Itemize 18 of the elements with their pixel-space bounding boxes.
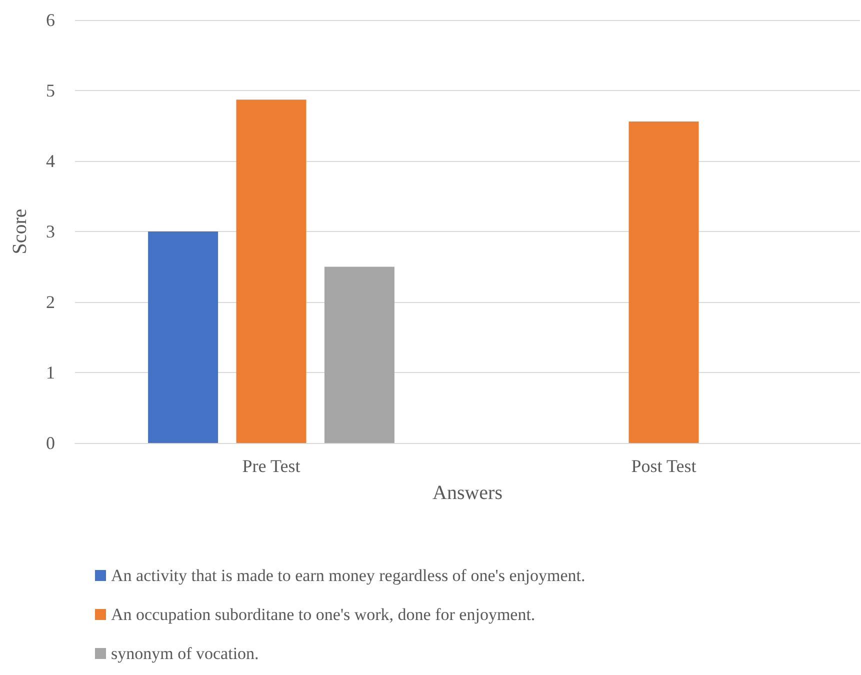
bar <box>628 122 699 443</box>
x-tick-label: Post Test <box>631 456 696 476</box>
y-tick-label: 5 <box>46 80 55 100</box>
bar <box>148 232 218 443</box>
legend-label: An occupation suborditane to one's work, done for enjoyment. <box>111 605 536 624</box>
y-tick-label: 2 <box>46 292 55 312</box>
y-tick-label: 1 <box>46 362 55 382</box>
legend-label: An activity that is made to earn money regardless of one's enjoyment. <box>111 566 586 585</box>
bar <box>324 266 394 443</box>
y-tick-label: 0 <box>46 433 55 453</box>
y-axis-title: Score <box>9 208 31 254</box>
x-tick-label: Pre Test <box>242 456 300 476</box>
legend-label: synonym of vocation. <box>111 644 259 663</box>
y-tick-label: 4 <box>46 151 55 171</box>
bar <box>236 100 306 443</box>
x-axis-title: Answers <box>432 482 503 504</box>
y-tick-label: 3 <box>46 222 55 242</box>
y-tick-label: 6 <box>46 10 55 30</box>
